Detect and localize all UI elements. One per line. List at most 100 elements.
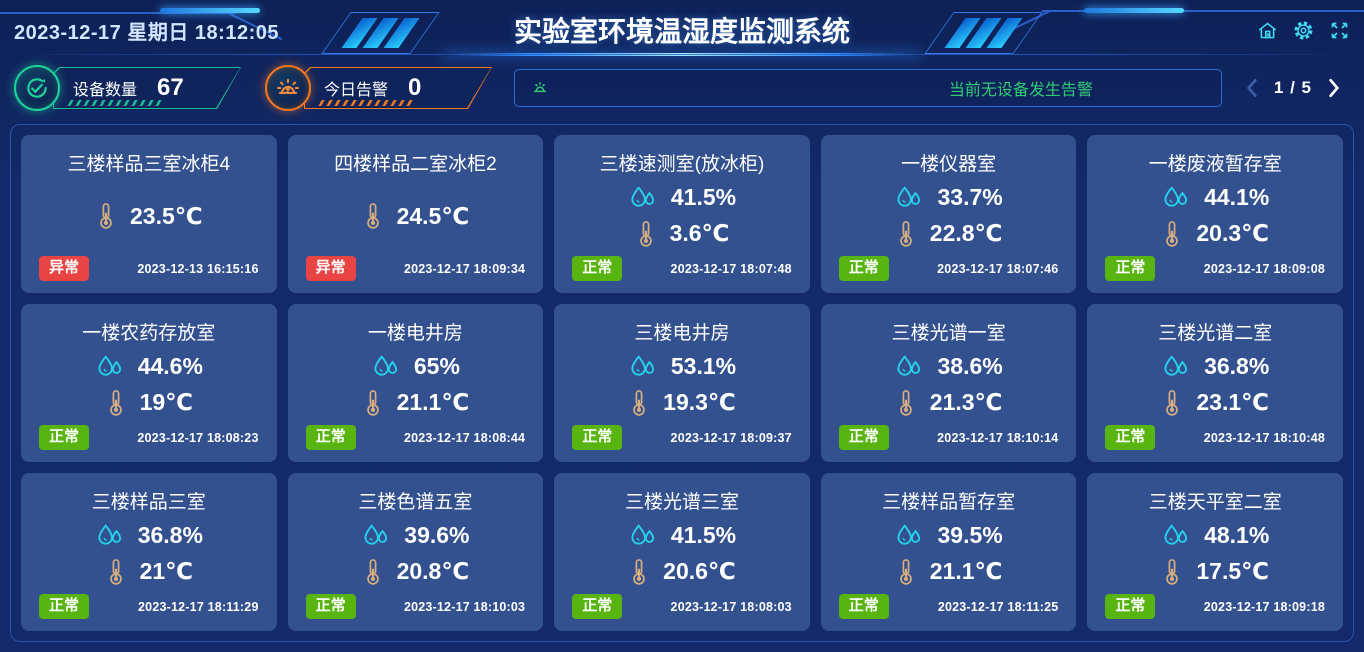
device-card[interactable]: 三楼样品暂存室 39.5% 21.1℃ 正常 xyxy=(820,473,1077,631)
temperature-value: 21.3℃ xyxy=(929,389,1003,416)
header-deco-line-left xyxy=(0,12,283,41)
temperature-reading: 19℃ xyxy=(105,389,193,417)
temperature-reading: 3.6℃ xyxy=(635,220,730,248)
alarm-siren-icon xyxy=(265,65,311,111)
humidity-value: 44.1% xyxy=(1204,184,1270,211)
device-card[interactable]: 三楼光谱二室 36.8% 23.1℃ 正常 xyxy=(1087,304,1343,462)
temperature-reading: 21.3℃ xyxy=(895,389,1003,417)
temperature-value: 20.3℃ xyxy=(1196,220,1269,247)
status-badge: 正常 xyxy=(1105,256,1156,281)
humidity-value: 36.8% xyxy=(137,522,203,549)
siren-icon xyxy=(534,82,546,93)
header: 2023-12-17 星期日 18:12:05 实验室环境温湿度监测系统 xyxy=(0,0,1364,56)
humidity-icon xyxy=(374,355,397,376)
temperature-value: 3.6℃ xyxy=(669,220,730,247)
humidity-value: 41.5% xyxy=(670,184,737,211)
humidity-value: 48.1% xyxy=(1204,522,1270,549)
device-card[interactable]: 三楼色谱五室 39.6% 20.8℃ 正常 xyxy=(287,473,544,631)
timestamp: 2023-12-17 18:10:48 xyxy=(1203,430,1325,445)
card-grid: 三楼样品三室冰柜4 23.5℃ 异常 xyxy=(21,135,1343,631)
device-card[interactable]: 三楼光谱三室 41.5% 20.6℃ 正常 xyxy=(554,473,810,631)
header-baseline xyxy=(0,54,1364,55)
device-card[interactable]: 三楼样品三室 36.8% 21℃ 正常 xyxy=(21,473,277,631)
status-badge: 正常 xyxy=(39,594,90,619)
humidity-value: 41.5% xyxy=(670,522,737,549)
temperature-value: 23.5℃ xyxy=(129,202,203,229)
temperature-reading: 20.6℃ xyxy=(628,558,736,586)
temperature-value: 20.8℃ xyxy=(396,558,470,585)
stats-row: 设备数量 67 今日告警 0 xyxy=(0,64,1364,112)
card-grid-container: 三楼样品三室冰柜4 23.5℃ 异常 xyxy=(10,124,1354,642)
temperature-value: 21℃ xyxy=(139,558,194,585)
temperature-value: 22.8℃ xyxy=(929,220,1003,247)
thermometer-icon xyxy=(639,220,652,247)
humidity-reading: 53.1% xyxy=(628,353,736,380)
humidity-icon xyxy=(897,524,921,545)
device-card[interactable]: 三楼光谱一室 38.6% 21.3℃ 正常 xyxy=(820,304,1077,462)
timestamp: 2023-12-17 18:08:44 xyxy=(403,430,526,445)
temperature-value: 21.1℃ xyxy=(929,558,1003,585)
device-card[interactable]: 三楼天平室二室 48.1% 17.5℃ 正常 xyxy=(1087,473,1343,631)
humidity-value: 39.6% xyxy=(404,522,470,549)
status-badge: 正常 xyxy=(1105,594,1156,619)
room-name: 三楼天平室二室 xyxy=(1148,492,1282,513)
humidity-icon xyxy=(1164,355,1188,376)
device-card[interactable]: 一楼农药存放室 44.6% 19℃ 正常 xyxy=(21,304,277,462)
humidity-value: 39.5% xyxy=(937,522,1003,549)
temperature-value: 20.6℃ xyxy=(663,558,736,585)
status-badge: 正常 xyxy=(305,425,356,450)
fullscreen-icon[interactable] xyxy=(1329,20,1350,41)
thermometer-icon xyxy=(366,203,379,229)
next-page-icon[interactable] xyxy=(1326,78,1342,98)
current-datetime: 2023-12-17 星期日 18:12:05 xyxy=(14,22,279,44)
status-badge: 正常 xyxy=(838,594,889,619)
page-title: 实验室环境温湿度监测系统 xyxy=(513,16,851,47)
device-count-stat: 设备数量 67 xyxy=(14,65,241,111)
temperature-reading: 19.3℃ xyxy=(628,389,736,417)
room-name: 四楼样品二室冰柜2 xyxy=(334,154,497,175)
device-count-value: 67 xyxy=(157,74,184,101)
check-circle-icon xyxy=(14,65,60,111)
humidity-icon xyxy=(897,186,921,207)
humidity-icon xyxy=(631,186,654,207)
humidity-icon xyxy=(98,524,121,545)
thermometer-icon xyxy=(633,558,645,585)
temperature-reading: 20.3℃ xyxy=(1161,220,1269,248)
header-glow-segment-left xyxy=(160,8,260,13)
device-card[interactable]: 三楼电井房 53.1% 19.3℃ 正常 xyxy=(554,304,810,462)
status-badge: 正常 xyxy=(572,256,623,281)
thermometer-icon xyxy=(633,389,645,416)
status-badge: 正常 xyxy=(39,425,90,450)
humidity-icon xyxy=(98,355,121,376)
thermometer-icon xyxy=(109,558,122,585)
prev-page-icon[interactable] xyxy=(1244,78,1260,98)
device-card[interactable]: 一楼电井房 65% 21.1℃ 正常 xyxy=(287,304,544,462)
timestamp: 2023-12-13 16:15:16 xyxy=(137,261,259,276)
device-card[interactable]: 一楼废液暂存室 44.1% 20.3℃ 正常 xyxy=(1087,135,1343,293)
thermometer-icon xyxy=(100,203,112,229)
gear-icon[interactable] xyxy=(1293,20,1314,41)
temperature-reading: 22.8℃ xyxy=(895,220,1003,248)
device-card[interactable]: 四楼样品二室冰柜2 24.5℃ 异常 xyxy=(287,135,544,293)
humidity-reading: 36.8% xyxy=(95,522,203,549)
timestamp: 2023-12-17 18:07:46 xyxy=(937,261,1059,276)
thermometer-icon xyxy=(1166,389,1179,416)
device-card[interactable]: 一楼仪器室 33.7% 22.8℃ 正常 xyxy=(820,135,1077,293)
header-deco-stripes-left xyxy=(341,18,420,48)
header-glow-segment-right xyxy=(1084,8,1184,13)
humidity-icon xyxy=(364,524,388,545)
home-icon[interactable] xyxy=(1257,20,1278,41)
thermometer-icon xyxy=(899,558,912,585)
temperature-reading: 23.5℃ xyxy=(95,202,203,230)
temperature-reading: 20.8℃ xyxy=(362,558,470,586)
device-card[interactable]: 三楼样品三室冰柜4 23.5℃ 异常 xyxy=(21,135,277,293)
timestamp: 2023-12-17 18:10:14 xyxy=(937,430,1059,445)
temperature-value: 21.1℃ xyxy=(396,389,470,416)
room-name: 三楼光谱一室 xyxy=(891,323,1006,344)
humidity-value: 65% xyxy=(413,353,460,380)
device-card[interactable]: 三楼速测室(放冰柜) 41.5% 3.6℃ xyxy=(554,135,810,293)
room-name: 三楼光谱二室 xyxy=(1158,323,1273,344)
humidity-reading: 48.1% xyxy=(1161,522,1269,549)
humidity-reading: 44.1% xyxy=(1161,184,1269,211)
header-icon-group xyxy=(1257,20,1350,41)
